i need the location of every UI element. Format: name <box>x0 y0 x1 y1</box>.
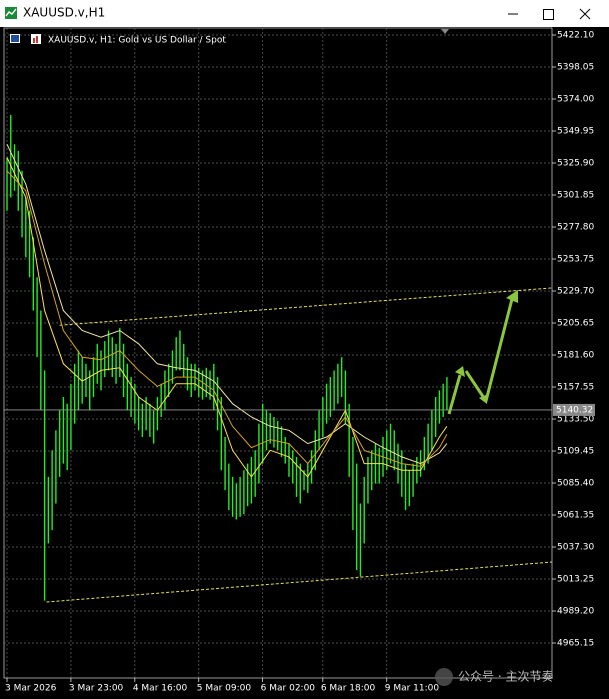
y-tick-label: 4989.20 <box>557 607 594 617</box>
y-tick-label: 5301.85 <box>557 191 594 201</box>
x-tick-label: 3 Mar 23:00 <box>69 684 124 694</box>
y-tick-label: 5133.50 <box>557 415 594 425</box>
x-tick-label: 5 Mar 09:00 <box>197 684 252 694</box>
y-tick-label: 5229.70 <box>557 287 594 297</box>
close-button[interactable] <box>579 8 591 20</box>
y-tick-label: 5325.90 <box>557 159 594 169</box>
x-tick-label: 6 Mar 18:00 <box>321 684 376 694</box>
shift-marker <box>441 29 449 34</box>
moving-average <box>6 143 448 465</box>
y-tick-label: 5085.40 <box>557 479 594 489</box>
y-tick-label: 5277.80 <box>557 223 594 233</box>
moving-average <box>6 157 448 478</box>
y-tick-label: 5253.75 <box>557 255 594 265</box>
x-tick-label: 6 Mar 02:00 <box>261 684 316 694</box>
x-tick-label: 9 Mar 11:00 <box>385 684 440 694</box>
x-tick-label: 3 Mar 2026 <box>5 684 57 694</box>
y-tick-label: 5205.65 <box>557 319 594 329</box>
plot-area <box>3 27 553 679</box>
y-tick-label: 5037.30 <box>557 543 594 553</box>
window-title: XAUUSD.v,H1 <box>23 6 105 20</box>
y-tick-label: 5013.25 <box>557 575 594 585</box>
watermark: 公众号 · 主次节奏 <box>435 668 553 686</box>
y-tick-label: 5349.95 <box>557 126 594 136</box>
title-bar <box>0 0 609 27</box>
watermark-text: 公众号 · 主次节奏 <box>458 670 553 684</box>
maximize-button[interactable] <box>543 9 554 20</box>
trend-line <box>46 561 553 603</box>
app-icon <box>5 7 17 19</box>
y-tick-label: 5374.00 <box>557 94 594 104</box>
moving-average <box>6 170 448 467</box>
y-tick-label: 5181.60 <box>557 351 594 361</box>
projection-arrows <box>447 290 518 415</box>
y-tick-label: 5398.05 <box>557 62 594 72</box>
y-tick-label: 5061.35 <box>557 511 594 521</box>
y-tick-label: 5422.10 <box>557 30 594 40</box>
y-tick-label: 5157.55 <box>557 383 594 393</box>
chart-title: XAUUSD.v, H1: Gold vs US Dollar / Spot <box>48 36 226 46</box>
chart-header: XAUUSD.v, H1: Gold vs US Dollar / Spot <box>10 34 226 46</box>
y-tick-label: 4965.15 <box>557 639 594 649</box>
y-tick-label: 5109.45 <box>557 447 594 457</box>
last-price-label: 5140.32 <box>556 405 593 415</box>
x-tick-label: 4 Mar 16:00 <box>133 684 188 694</box>
last-price-box <box>553 403 595 416</box>
trend-line <box>59 287 553 326</box>
